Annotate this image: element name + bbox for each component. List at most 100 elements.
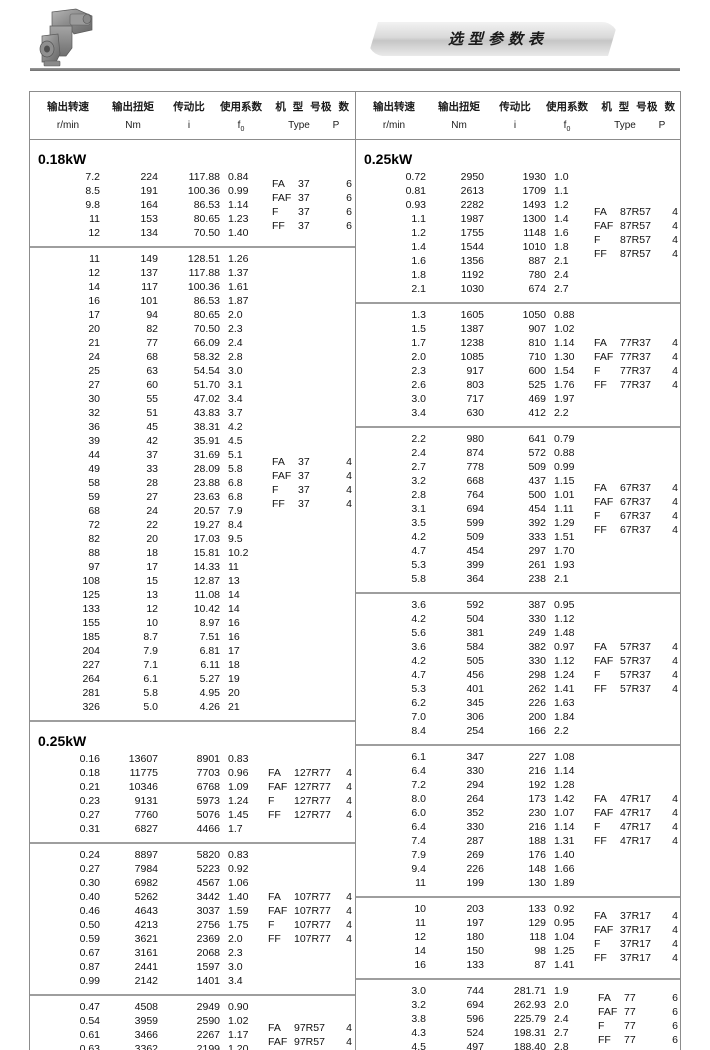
cell-output-torque: 364 — [466, 573, 484, 585]
cell-output-speed: 44 — [88, 449, 100, 461]
cell-service-factor: 1.01 — [554, 489, 575, 501]
cell-service-factor: 0.83 — [228, 849, 249, 861]
model-row: FA 47R17 4 — [594, 792, 680, 806]
cell-output-torque: 803 — [466, 379, 484, 391]
table-row: 82 20 17.03 9.5 — [30, 532, 355, 546]
cell-service-factor: 1.28 — [554, 779, 575, 791]
cell-output-speed: 0.30 — [79, 877, 100, 889]
header-output-speed: 输出转速 r/min — [373, 101, 415, 131]
table-row: 0.18 11775 7703 0.96 — [30, 766, 355, 780]
header-output-speed: 输出转速 r/min — [47, 101, 89, 131]
cell-output-torque: 264 — [466, 793, 484, 805]
table-row: 108 15 12.87 13 — [30, 574, 355, 588]
model-size: 37R17 — [620, 952, 651, 964]
cell-ratio: 392 — [528, 517, 546, 529]
cell-service-factor: 1.41 — [554, 959, 575, 971]
cell-service-factor: 1.48 — [554, 627, 575, 639]
cell-ratio: 1493 — [522, 199, 546, 211]
cell-ratio: 6768 — [196, 781, 220, 793]
cell-ratio: 28.09 — [193, 463, 220, 475]
table-row: 0.23 9131 5973 1.24 — [30, 794, 355, 808]
cell-output-torque: 180 — [466, 931, 484, 943]
cell-ratio: 86.53 — [193, 295, 220, 307]
cell-output-torque: 17 — [146, 561, 158, 573]
model-size: 37R17 — [620, 938, 651, 950]
cell-service-factor: 2.3 — [228, 323, 243, 335]
cell-service-factor: 1.66 — [554, 863, 575, 875]
cell-output-torque: 3161 — [134, 947, 158, 959]
cell-ratio: 14.33 — [193, 561, 220, 573]
table-row: 1.3 1605 1050 0.88 — [356, 308, 680, 322]
cell-service-factor: 1.76 — [554, 379, 575, 391]
cell-service-factor: 7.9 — [228, 505, 243, 517]
model-prefix: FA — [268, 1022, 281, 1034]
model-poles: 4 — [346, 905, 352, 917]
model-size: 77R37 — [620, 337, 651, 349]
table-row: 1.5 1387 907 1.02 — [356, 322, 680, 336]
cell-service-factor: 14 — [228, 589, 240, 601]
cell-output-torque: 10346 — [128, 781, 158, 793]
cell-output-torque: 330 — [466, 765, 484, 777]
model-poles: 4 — [672, 938, 678, 950]
cell-output-torque: 42 — [146, 435, 158, 447]
cell-output-speed: 7.2 — [85, 171, 100, 183]
cell-output-torque: 1544 — [460, 241, 484, 253]
cell-output-speed: 4.7 — [411, 545, 426, 557]
model-poles: 4 — [672, 510, 678, 522]
cell-ratio: 43.83 — [193, 407, 220, 419]
model-size: 57R37 — [620, 683, 651, 695]
table-row: 5.3 399 261 1.93 — [356, 558, 680, 572]
cell-output-torque: 345 — [466, 697, 484, 709]
header-model-type: 机 型 号 Type — [601, 101, 649, 131]
model-row: FAF 37R17 4 — [594, 923, 680, 937]
cell-ratio: 3037 — [196, 905, 220, 917]
model-prefix: FAF — [594, 807, 614, 819]
cell-output-speed: 10 — [414, 903, 426, 915]
cell-service-factor: 2.0 — [228, 933, 243, 945]
cell-output-speed: 5.3 — [411, 559, 426, 571]
table-row: 2.6 803 525 1.76 — [356, 378, 680, 392]
table-row: 3.5 599 392 1.29 — [356, 516, 680, 530]
cell-ratio: 15.81 — [193, 547, 220, 559]
cell-service-factor: 2.8 — [228, 351, 243, 363]
cell-service-factor: 1.08 — [554, 751, 575, 763]
cell-output-speed: 185 — [82, 631, 100, 643]
cell-output-torque: 197 — [466, 917, 484, 929]
cell-ratio: 469 — [528, 393, 546, 405]
cell-service-factor: 0.95 — [554, 599, 575, 611]
cell-output-speed: 2.3 — [411, 365, 426, 377]
model-prefix: FAF — [594, 351, 614, 363]
model-poles: 4 — [672, 641, 678, 653]
model-prefix: FF — [594, 835, 607, 847]
power-section: 0.25kW 0.72 2950 1930 1.0 0.81 2613 1709 1.1 0.93… — [356, 140, 680, 304]
model-size: 47R17 — [620, 821, 651, 833]
cell-output-torque: 51 — [146, 407, 158, 419]
cell-output-speed: 2.1 — [411, 283, 426, 295]
cell-ratio: 31.69 — [193, 449, 220, 461]
cell-output-speed: 4.5 — [411, 1041, 426, 1050]
table-row: 97 17 14.33 11 — [30, 560, 355, 574]
cell-output-speed: 0.18 — [79, 767, 100, 779]
cell-output-torque: 454 — [466, 545, 484, 557]
model-row: FA 57R37 4 — [594, 640, 680, 654]
model-size: 127R77 — [294, 809, 331, 821]
table-row: 44 37 31.69 5.1 — [30, 448, 355, 462]
header-divider — [30, 68, 680, 71]
model-size: 47R17 — [620, 835, 651, 847]
cell-ratio: 176 — [528, 849, 546, 861]
table-row: 5.6 381 249 1.48 — [356, 626, 680, 640]
cell-ratio: 130 — [528, 877, 546, 889]
cell-service-factor: 1.2 — [554, 199, 569, 211]
cell-output-speed: 36 — [88, 421, 100, 433]
cell-ratio: 200 — [528, 711, 546, 723]
cell-service-factor: 1.04 — [554, 931, 575, 943]
power-section: 3.0 744 281.71 1.9 3.2 694 262.93 2.0 3.8 596 225.… — [356, 980, 680, 1050]
cell-ratio: 1709 — [522, 185, 546, 197]
cell-output-speed: 97 — [88, 561, 100, 573]
cell-ratio: 117.88 — [188, 267, 220, 279]
cell-service-factor: 1.26 — [228, 253, 249, 265]
table-row: 14 150 98 1.25 — [356, 944, 680, 958]
table-row: 8.4 254 166 2.2 — [356, 724, 680, 738]
cell-ratio: 6.11 — [200, 659, 220, 671]
cell-output-speed: 0.50 — [79, 919, 100, 931]
